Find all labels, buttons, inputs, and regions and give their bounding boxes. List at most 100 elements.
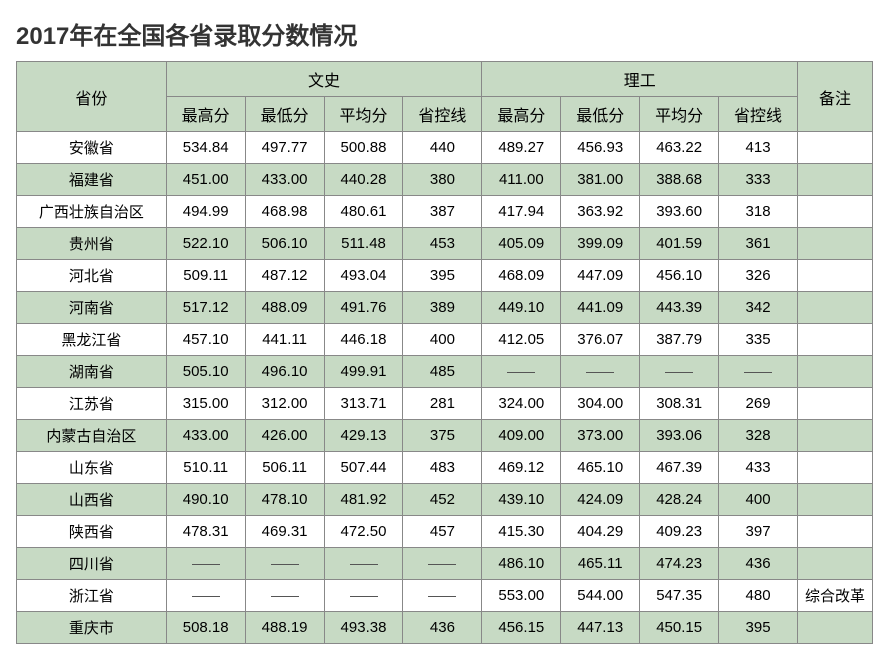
cell-arts-2: 480.61 xyxy=(324,196,403,228)
cell-sci-3: 333 xyxy=(719,164,798,196)
cell-arts-0: 509.11 xyxy=(166,260,245,292)
cell-arts-3: 453 xyxy=(403,228,482,260)
cell-sci-1: 544.00 xyxy=(561,580,640,612)
cell-arts-3: 483 xyxy=(403,452,482,484)
cell-arts-0: 534.84 xyxy=(166,132,245,164)
cell-arts-0: 517.12 xyxy=(166,292,245,324)
cell-note xyxy=(798,132,873,164)
cell-arts-0: 508.18 xyxy=(166,612,245,644)
cell-arts-3: 436 xyxy=(403,612,482,644)
cell-sci-1 xyxy=(561,356,640,388)
cell-note xyxy=(798,356,873,388)
cell-arts-2: 507.44 xyxy=(324,452,403,484)
cell-arts-2: 429.13 xyxy=(324,420,403,452)
cell-arts-0: 457.10 xyxy=(166,324,245,356)
cell-arts-1: 497.77 xyxy=(245,132,324,164)
cell-arts-0: 510.11 xyxy=(166,452,245,484)
cell-arts-3: 281 xyxy=(403,388,482,420)
cell-sci-3: 342 xyxy=(719,292,798,324)
cell-note xyxy=(798,452,873,484)
table-row: 黑龙江省457.10441.11446.18400412.05376.07387… xyxy=(17,324,873,356)
cell-arts-3: 375 xyxy=(403,420,482,452)
cell-arts-1 xyxy=(245,580,324,612)
cell-note xyxy=(798,612,873,644)
cell-arts-0: 433.00 xyxy=(166,420,245,452)
cell-sci-2: 474.23 xyxy=(640,548,719,580)
col-group-arts: 文史 xyxy=(166,62,482,97)
cell-note xyxy=(798,260,873,292)
cell-note xyxy=(798,228,873,260)
cell-sci-1: 363.92 xyxy=(561,196,640,228)
dash-icon xyxy=(428,596,456,597)
cell-arts-1: 488.19 xyxy=(245,612,324,644)
cell-arts-3: 485 xyxy=(403,356,482,388)
arts-sub-3: 省控线 xyxy=(403,97,482,132)
table-row: 四川省486.10465.11474.23436 xyxy=(17,548,873,580)
cell-note xyxy=(798,196,873,228)
cell-province: 河北省 xyxy=(17,260,167,292)
table-body: 安徽省534.84497.77500.88440489.27456.93463.… xyxy=(17,132,873,644)
cell-province: 湖南省 xyxy=(17,356,167,388)
cell-sci-3: 335 xyxy=(719,324,798,356)
cell-sci-0: 405.09 xyxy=(482,228,561,260)
scores-table: 省份 文史 理工 备注 最高分最低分平均分省控线最高分最低分平均分省控线 安徽省… xyxy=(16,61,873,644)
cell-sci-0: 469.12 xyxy=(482,452,561,484)
sci-sub-3: 省控线 xyxy=(719,97,798,132)
table-row: 贵州省522.10506.10511.48453405.09399.09401.… xyxy=(17,228,873,260)
cell-sci-0: 553.00 xyxy=(482,580,561,612)
cell-arts-3: 387 xyxy=(403,196,482,228)
cell-arts-2: 499.91 xyxy=(324,356,403,388)
cell-sci-3: 433 xyxy=(719,452,798,484)
cell-sci-3: 269 xyxy=(719,388,798,420)
cell-arts-0: 505.10 xyxy=(166,356,245,388)
cell-sci-3: 400 xyxy=(719,484,798,516)
cell-arts-2 xyxy=(324,580,403,612)
cell-arts-3: 389 xyxy=(403,292,482,324)
cell-arts-1: 426.00 xyxy=(245,420,324,452)
col-province: 省份 xyxy=(17,62,167,132)
cell-province: 贵州省 xyxy=(17,228,167,260)
cell-sci-0: 439.10 xyxy=(482,484,561,516)
dash-icon xyxy=(271,564,299,565)
arts-sub-1: 最低分 xyxy=(245,97,324,132)
cell-note: 综合改革 xyxy=(798,580,873,612)
table-row: 湖南省505.10496.10499.91485 xyxy=(17,356,873,388)
sci-sub-1: 最低分 xyxy=(561,97,640,132)
cell-arts-1: 496.10 xyxy=(245,356,324,388)
cell-note xyxy=(798,292,873,324)
cell-sci-1: 399.09 xyxy=(561,228,640,260)
cell-sci-2: 401.59 xyxy=(640,228,719,260)
cell-arts-3: 457 xyxy=(403,516,482,548)
cell-sci-3: 397 xyxy=(719,516,798,548)
cell-arts-1: 487.12 xyxy=(245,260,324,292)
cell-sci-1: 304.00 xyxy=(561,388,640,420)
cell-arts-2: 491.76 xyxy=(324,292,403,324)
cell-sci-2: 456.10 xyxy=(640,260,719,292)
cell-province: 山西省 xyxy=(17,484,167,516)
cell-arts-1: 506.10 xyxy=(245,228,324,260)
cell-arts-1: 312.00 xyxy=(245,388,324,420)
cell-sci-1: 381.00 xyxy=(561,164,640,196)
dash-icon xyxy=(192,596,220,597)
cell-arts-0 xyxy=(166,548,245,580)
cell-province: 黑龙江省 xyxy=(17,324,167,356)
cell-arts-3: 400 xyxy=(403,324,482,356)
cell-sci-3: 395 xyxy=(719,612,798,644)
cell-sci-3: 413 xyxy=(719,132,798,164)
cell-sci-2: 308.31 xyxy=(640,388,719,420)
cell-arts-2: 493.04 xyxy=(324,260,403,292)
cell-province: 陕西省 xyxy=(17,516,167,548)
cell-sci-3: 480 xyxy=(719,580,798,612)
cell-arts-1: 468.98 xyxy=(245,196,324,228)
cell-province: 广西壮族自治区 xyxy=(17,196,167,228)
dash-icon xyxy=(586,372,614,373)
cell-arts-2: 313.71 xyxy=(324,388,403,420)
table-row: 河南省517.12488.09491.76389449.10441.09443.… xyxy=(17,292,873,324)
cell-arts-1: 506.11 xyxy=(245,452,324,484)
dash-icon xyxy=(350,596,378,597)
page-title: 2017年在全国各省录取分数情况 xyxy=(16,16,873,51)
table-row: 福建省451.00433.00440.28380411.00381.00388.… xyxy=(17,164,873,196)
cell-arts-1: 488.09 xyxy=(245,292,324,324)
cell-arts-0 xyxy=(166,580,245,612)
dash-icon xyxy=(192,564,220,565)
